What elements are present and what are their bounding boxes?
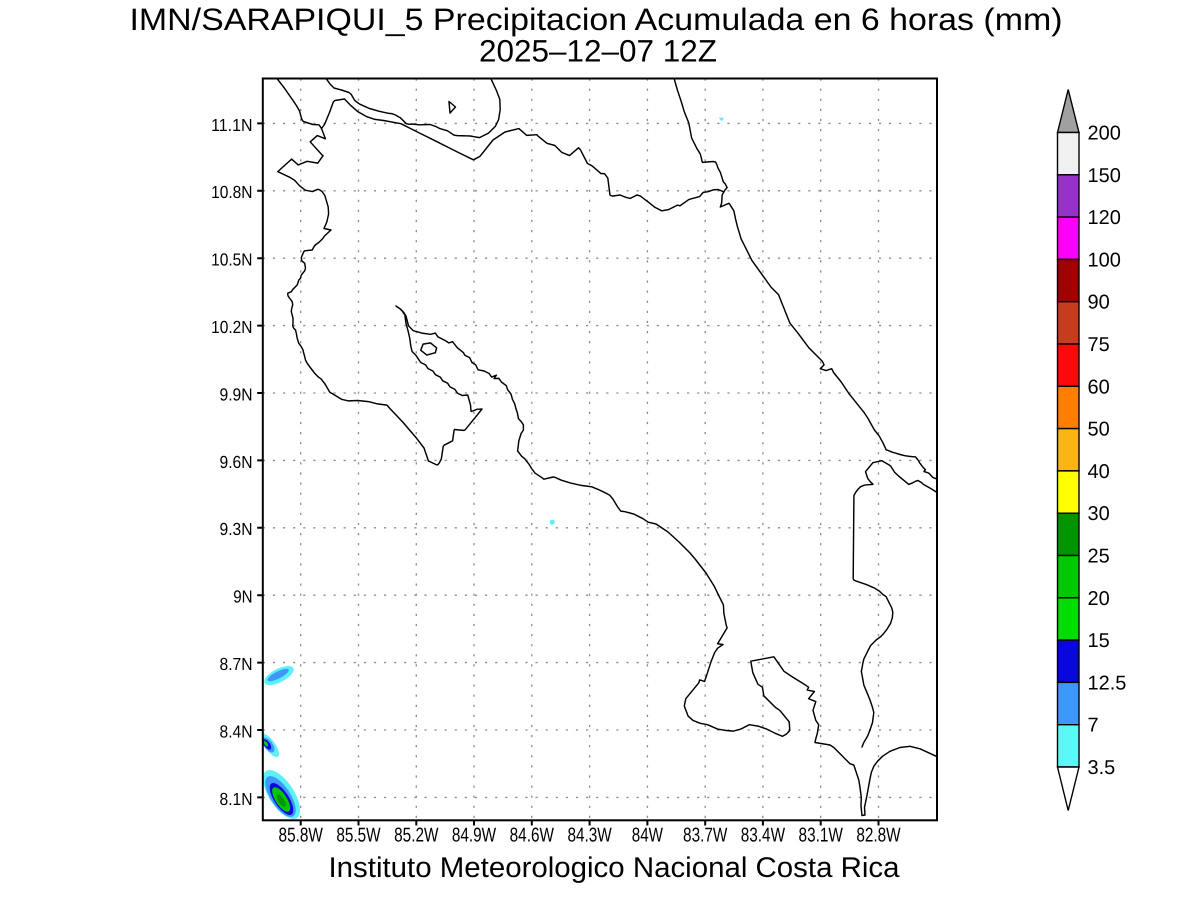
svg-text:85.8W: 85.8W: [279, 825, 323, 847]
svg-text:9N: 9N: [233, 587, 252, 607]
svg-text:8.1N: 8.1N: [220, 789, 253, 809]
svg-text:40: 40: [1088, 461, 1110, 483]
svg-text:10.5N: 10.5N: [211, 250, 252, 270]
svg-text:IMN/SARAPIQUI_5 Precipitacion: IMN/SARAPIQUI_5 Precipitacion Acumulada …: [130, 2, 1063, 37]
svg-text:11.1N: 11.1N: [211, 115, 252, 135]
svg-text:84.6W: 84.6W: [510, 825, 554, 847]
svg-text:7: 7: [1088, 715, 1099, 737]
svg-text:30: 30: [1088, 503, 1110, 525]
svg-text:Instituto Meteorologico Nacion: Instituto Meteorologico Nacional Costa R…: [329, 852, 900, 884]
svg-text:75: 75: [1088, 334, 1110, 356]
svg-text:8.7N: 8.7N: [220, 654, 253, 674]
svg-text:84W: 84W: [632, 825, 663, 847]
svg-text:100: 100: [1088, 249, 1121, 271]
svg-text:2025–12–07 12Z: 2025–12–07 12Z: [479, 34, 717, 69]
svg-text:120: 120: [1088, 207, 1121, 229]
svg-text:12.5: 12.5: [1088, 672, 1127, 694]
svg-text:90: 90: [1088, 292, 1110, 314]
svg-text:84.9W: 84.9W: [452, 825, 496, 847]
svg-text:20: 20: [1088, 588, 1110, 610]
svg-text:85.5W: 85.5W: [336, 825, 380, 847]
svg-text:15: 15: [1088, 630, 1110, 652]
svg-text:9.3N: 9.3N: [220, 519, 253, 539]
svg-text:60: 60: [1088, 376, 1110, 398]
svg-text:150: 150: [1088, 165, 1121, 187]
svg-text:84.3W: 84.3W: [567, 825, 611, 847]
svg-text:10.2N: 10.2N: [211, 317, 252, 337]
svg-text:8.4N: 8.4N: [220, 721, 253, 741]
svg-text:85.2W: 85.2W: [394, 825, 438, 847]
svg-text:83.7W: 83.7W: [683, 825, 727, 847]
svg-text:50: 50: [1088, 419, 1110, 441]
svg-text:200: 200: [1088, 123, 1121, 145]
svg-text:83.1W: 83.1W: [799, 825, 843, 847]
svg-text:9.9N: 9.9N: [220, 384, 253, 404]
svg-text:9.6N: 9.6N: [220, 452, 253, 472]
svg-text:25: 25: [1088, 546, 1110, 568]
svg-text:3.5: 3.5: [1088, 757, 1116, 779]
svg-text:83.4W: 83.4W: [741, 825, 785, 847]
svg-text:10.8N: 10.8N: [211, 182, 252, 202]
svg-text:82.8W: 82.8W: [856, 825, 900, 847]
